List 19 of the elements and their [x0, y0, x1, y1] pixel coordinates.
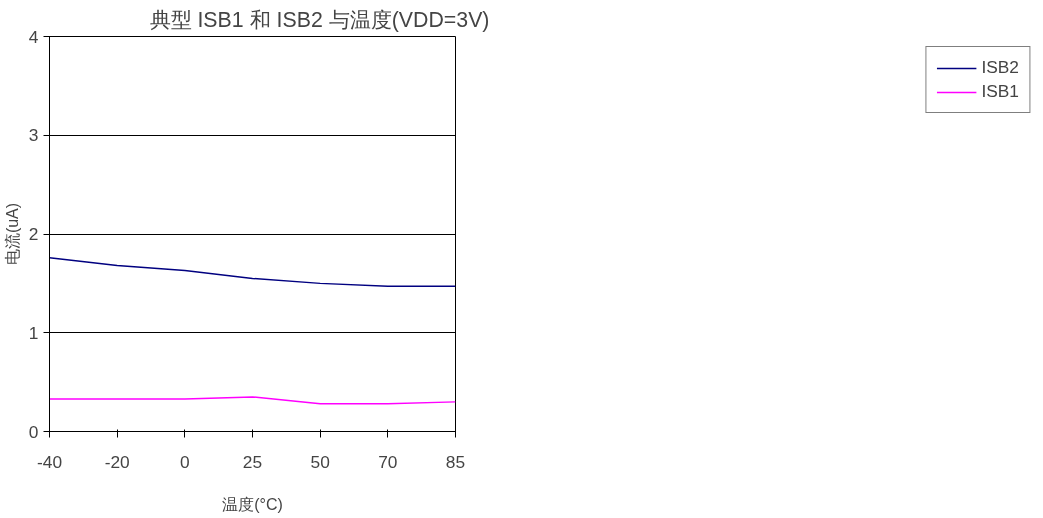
- x-tick-label: 70: [378, 451, 398, 472]
- x-tick-label: 25: [242, 451, 263, 472]
- y-tick-label: 3: [28, 125, 39, 146]
- line-series: [49, 256, 456, 288]
- x-tick-label: -40: [36, 451, 63, 472]
- legend-label: ISB2: [981, 57, 1019, 78]
- y-tick-label: 0: [28, 421, 39, 442]
- y-axis-title: 电流(uA): [3, 202, 21, 266]
- x-tick-label: 0: [180, 451, 190, 472]
- y-tick-label: 4: [28, 26, 39, 47]
- x-tick-label: 50: [310, 451, 330, 472]
- chart-title: 典型 ISB1 和 ISB2 与温度(VDD=3V): [149, 7, 490, 32]
- legend-label: ISB1: [981, 81, 1019, 102]
- line-series: [49, 396, 456, 405]
- y-tick-label: 1: [28, 322, 39, 343]
- x-axis-title: 温度(°C): [222, 495, 283, 513]
- y-tick-label: 2: [28, 224, 39, 244]
- x-tick-label: 85: [445, 451, 466, 472]
- x-tick-label: -20: [104, 451, 130, 472]
